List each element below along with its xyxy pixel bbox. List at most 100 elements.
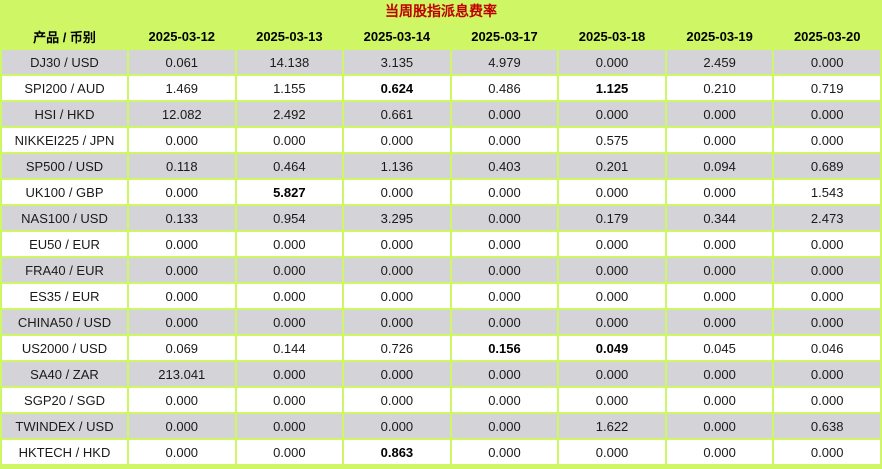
value-cell: 0.000 — [557, 438, 667, 466]
table-row: US2000 / USD 0.069 0.144 0.726 0.156 0.049 0.0… — [0, 334, 882, 362]
value-cell: 0.624 — [342, 74, 452, 102]
header-row: 产品 / 币别 2025-03-12 2025-03-13 2025-03-14… — [0, 22, 882, 50]
value-cell: 3.135 — [342, 48, 452, 76]
table-row: CHINA50 / USD 0.000 0.000 0.000 0.000 0.000 0.… — [0, 308, 882, 336]
value-cell: 0.000 — [342, 126, 452, 154]
column-header-date: 2025-03-14 — [342, 22, 452, 50]
value-cell: 0.000 — [664, 100, 775, 128]
value-cell: 0.000 — [557, 178, 667, 206]
value-cell: 0.201 — [557, 152, 667, 180]
value-cell: 0.000 — [664, 308, 775, 336]
column-header-date: 2025-03-20 — [772, 22, 882, 50]
table-row: EU50 / EUR 0.000 0.000 0.000 0.000 0.000 0.000… — [0, 230, 882, 258]
value-cell: 0.000 — [449, 230, 560, 258]
value-cell: 0.069 — [127, 334, 237, 362]
value-cell: 0.000 — [449, 438, 560, 466]
table-row: ES35 / EUR 0.000 0.000 0.000 0.000 0.000 0.000… — [0, 282, 882, 310]
value-cell: 0.061 — [127, 48, 237, 76]
value-cell: 0.403 — [449, 152, 560, 180]
value-cell: 1.622 — [557, 412, 667, 440]
value-cell: 0.000 — [127, 178, 237, 206]
value-cell: 0.118 — [127, 152, 237, 180]
value-cell: 0.689 — [772, 152, 882, 180]
value-cell: 0.000 — [772, 360, 882, 388]
product-cell: DJ30 / USD — [0, 48, 129, 76]
value-cell: 0.000 — [234, 308, 345, 336]
value-cell: 0.000 — [772, 48, 882, 76]
value-cell: 0.000 — [772, 126, 882, 154]
table-row: UK100 / GBP 0.000 5.827 0.000 0.000 0.000 0.00… — [0, 178, 882, 206]
value-cell: 0.133 — [127, 204, 237, 232]
value-cell: 0.000 — [449, 386, 560, 414]
column-header-date: 2025-03-13 — [234, 22, 345, 50]
value-cell: 0.000 — [449, 282, 560, 310]
value-cell: 0.000 — [127, 282, 237, 310]
table-row: NIKKEI225 / JPN 0.000 0.000 0.000 0.000 0.575… — [0, 126, 882, 154]
value-cell: 0.000 — [449, 360, 560, 388]
value-cell: 0.638 — [772, 412, 882, 440]
value-cell: 0.094 — [664, 152, 775, 180]
product-cell: FRA40 / EUR — [0, 256, 129, 284]
value-cell: 1.136 — [342, 152, 452, 180]
table-row: NAS100 / USD 0.133 0.954 3.295 0.000 0.179 0.3… — [0, 204, 882, 232]
value-cell: 0.000 — [664, 256, 775, 284]
value-cell: 0.344 — [664, 204, 775, 232]
value-cell: 0.954 — [234, 204, 345, 232]
value-cell: 0.000 — [557, 256, 667, 284]
value-cell: 0.000 — [234, 230, 345, 258]
value-cell: 0.000 — [449, 178, 560, 206]
product-cell: TWINDEX / USD — [0, 412, 129, 440]
value-cell: 12.082 — [127, 100, 237, 128]
value-cell: 0.000 — [234, 126, 345, 154]
value-cell: 0.000 — [234, 360, 345, 388]
value-cell: 0.179 — [557, 204, 667, 232]
product-cell: SPI200 / AUD — [0, 74, 129, 102]
value-cell: 0.000 — [342, 308, 452, 336]
value-cell: 1.125 — [557, 74, 667, 102]
value-cell: 2.459 — [664, 48, 775, 76]
value-cell: 0.000 — [772, 282, 882, 310]
product-cell: US2000 / USD — [0, 334, 129, 362]
value-cell: 0.000 — [772, 230, 882, 258]
product-cell: HKTECH / HKD — [0, 438, 129, 466]
product-cell: NAS100 / USD — [0, 204, 129, 232]
column-header-date: 2025-03-12 — [127, 22, 237, 50]
table-row: DJ30 / USD 0.061 14.138 3.135 4.979 0.000 2.45… — [0, 48, 882, 76]
column-header-date: 2025-03-17 — [449, 22, 560, 50]
value-cell: 1.543 — [772, 178, 882, 206]
value-cell: 0.863 — [342, 438, 452, 466]
value-cell: 0.000 — [342, 178, 452, 206]
value-cell: 1.155 — [234, 74, 345, 102]
product-cell: SGP20 / SGD — [0, 386, 129, 414]
value-cell: 2.473 — [772, 204, 882, 232]
value-cell: 0.000 — [664, 126, 775, 154]
value-cell: 4.979 — [449, 48, 560, 76]
value-cell: 0.144 — [234, 334, 345, 362]
value-cell: 0.000 — [664, 386, 775, 414]
value-cell: 0.000 — [772, 308, 882, 336]
value-cell: 0.486 — [449, 74, 560, 102]
value-cell: 0.000 — [127, 438, 237, 466]
value-cell: 0.000 — [772, 256, 882, 284]
value-cell: 0.000 — [664, 412, 775, 440]
product-cell: UK100 / GBP — [0, 178, 129, 206]
value-cell: 213.041 — [127, 360, 237, 388]
table-row: SPI200 / AUD 1.469 1.155 0.624 0.486 1.125 0.2… — [0, 74, 882, 102]
value-cell: 0.000 — [342, 386, 452, 414]
product-cell: CHINA50 / USD — [0, 308, 129, 336]
value-cell: 0.000 — [664, 282, 775, 310]
value-cell: 0.000 — [557, 230, 667, 258]
product-cell: SA40 / ZAR — [0, 360, 129, 388]
value-cell: 0.000 — [342, 412, 452, 440]
value-cell: 0.045 — [664, 334, 775, 362]
value-cell: 0.000 — [664, 438, 775, 466]
value-cell: 0.000 — [664, 360, 775, 388]
value-cell: 0.000 — [557, 100, 667, 128]
value-cell: 5.827 — [234, 178, 345, 206]
value-cell: 0.000 — [127, 412, 237, 440]
table-row: HSI / HKD 12.082 2.492 0.661 0.000 0.000 0.000… — [0, 100, 882, 128]
value-cell: 0.000 — [557, 308, 667, 336]
value-cell: 0.049 — [557, 334, 667, 362]
value-cell: 0.000 — [449, 204, 560, 232]
